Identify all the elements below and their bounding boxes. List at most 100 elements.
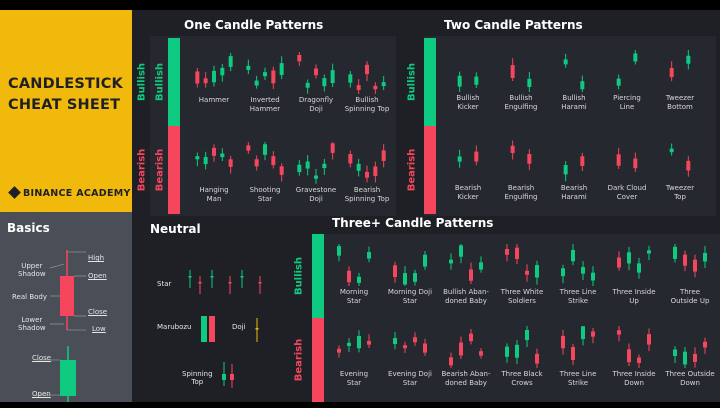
candle-body xyxy=(330,143,335,153)
candle-body xyxy=(571,347,575,360)
pattern-name: Evening Doji Star xyxy=(388,370,432,387)
candle-body xyxy=(305,82,310,88)
candle-body xyxy=(505,248,509,255)
candle-body xyxy=(347,342,351,346)
candle-body xyxy=(212,147,216,156)
pattern-three-bear-2: Bearish Aban- doned Baby xyxy=(436,326,496,388)
pattern-chart xyxy=(246,142,284,182)
neutral-label-star: Star xyxy=(157,280,172,288)
pattern-name: Bearish Aban- doned Baby xyxy=(441,370,491,387)
pattern-chart xyxy=(449,329,483,368)
candle-body xyxy=(297,164,302,173)
candle-body xyxy=(673,246,677,259)
candle-body xyxy=(581,267,585,274)
candle-body xyxy=(563,59,568,65)
pattern-chart xyxy=(510,58,532,92)
candle-body xyxy=(580,81,585,90)
label-upper-shadow: Upper Shadow xyxy=(18,262,46,278)
candle-body xyxy=(449,357,453,366)
pattern-chart xyxy=(393,251,427,286)
one-candle-title: One Candle Patterns xyxy=(184,18,324,32)
candle-body xyxy=(637,263,641,273)
pattern-three-bear-0: Evening Star xyxy=(324,326,384,388)
pattern-name: Tweezer Bottom xyxy=(665,94,695,111)
pattern-name: Three Outside Down xyxy=(665,370,715,387)
candle-body xyxy=(367,252,371,259)
candle-body xyxy=(403,273,407,285)
one-candle-bearish-bar: Bearish xyxy=(155,126,180,214)
two-candle-bearish-bar xyxy=(424,126,436,214)
pattern-one-bull-2: Dragonfly Doji xyxy=(286,52,346,114)
three-candle-bearish-bar xyxy=(312,318,324,402)
candle-body xyxy=(322,78,327,87)
pattern-name: Bullish Aban- doned Baby xyxy=(443,288,489,305)
candle-body xyxy=(255,328,259,330)
pattern-name: Bearish Harami xyxy=(560,184,588,201)
pattern-three-bull-2: Bullish Aban- doned Baby xyxy=(436,244,496,306)
pattern-chart xyxy=(457,71,479,92)
pattern-two-bear-3: Dark Cloud Cover xyxy=(597,140,657,202)
pattern-name: Three Line Strike xyxy=(559,370,597,387)
candle-body xyxy=(263,144,267,155)
candle-body xyxy=(423,343,427,353)
pattern-name: Shooting Star xyxy=(249,186,281,203)
candle-body xyxy=(459,245,463,257)
one-bearish-side: Bearish xyxy=(133,126,151,214)
candle-body xyxy=(703,341,707,348)
candle-body xyxy=(220,67,225,76)
two-candle-title: Two Candle Patterns xyxy=(444,18,583,32)
candle-body xyxy=(228,282,232,284)
candle-body xyxy=(683,254,687,266)
label-low: Low xyxy=(92,325,106,333)
two-bearish-label: Bearish xyxy=(406,148,418,192)
pattern-name: Bearish Spinning Top xyxy=(344,186,390,203)
candle-body xyxy=(314,175,318,179)
pattern-one-bull-3: Bullish Spinning Top xyxy=(337,52,397,114)
candle-body xyxy=(348,74,353,83)
pattern-three-bull-4: Three Line Strike xyxy=(548,244,608,306)
pattern-three-bear-6: Three Outside Down xyxy=(660,326,720,388)
three-candle-bullish-bar xyxy=(312,234,324,318)
candle-body xyxy=(627,349,631,363)
pattern-three-bull-0: Morning Star xyxy=(324,244,384,306)
candle-body xyxy=(561,335,565,349)
bearish-label: Bearish xyxy=(154,148,166,192)
pattern-chart xyxy=(348,61,386,94)
pattern-two-bear-4: Tweezer Top xyxy=(650,140,710,202)
two-bullish-side: Bullish xyxy=(403,38,421,126)
label-real-body: Real Body xyxy=(12,293,47,301)
pattern-name: Bullish Engulfing xyxy=(504,94,538,111)
candle-body xyxy=(510,145,515,153)
label-close-bottom: Close xyxy=(32,354,52,362)
candle-body xyxy=(381,82,386,87)
pattern-name: Bullish Kicker xyxy=(456,94,480,111)
candle-body xyxy=(220,153,225,158)
pattern-one-bull-0: Hammer xyxy=(184,52,244,105)
candle-body xyxy=(330,70,335,84)
one-bearish-label: Bearish xyxy=(136,148,148,192)
pattern-chart xyxy=(673,337,707,368)
pattern-name: Hanging Man xyxy=(199,186,229,203)
pattern-one-bear-2: Gravestone Doji xyxy=(286,142,346,204)
candle-body xyxy=(686,160,691,171)
candle-body xyxy=(616,154,621,166)
candle-body xyxy=(279,166,284,175)
three-bullish-label: Bullish xyxy=(293,256,305,296)
candle-body xyxy=(469,269,473,281)
candle-body xyxy=(403,345,407,349)
candle-body xyxy=(246,145,251,151)
candle-body xyxy=(449,259,453,264)
two-bearish-side: Bearish xyxy=(403,126,421,214)
candle-body xyxy=(271,70,276,84)
page-title: CANDLESTICK CHEAT SHEET xyxy=(8,74,132,116)
pattern-chart xyxy=(561,326,595,366)
candle-body xyxy=(535,265,539,278)
two-bullish-label: Bullish xyxy=(406,62,418,102)
candle-body xyxy=(356,85,361,90)
pattern-chart xyxy=(348,143,386,183)
neutral-label-spinning-top: Spinning Top xyxy=(182,370,213,386)
pattern-chart xyxy=(195,144,233,174)
pattern-chart xyxy=(616,50,638,90)
pattern-chart xyxy=(393,332,427,356)
binance-diamond-icon xyxy=(8,186,21,199)
